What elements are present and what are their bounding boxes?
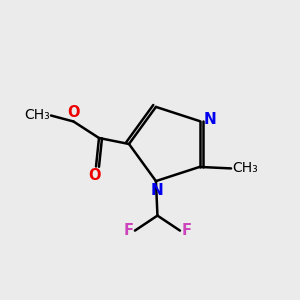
Text: N: N	[204, 112, 217, 127]
Text: F: F	[182, 223, 191, 238]
Text: CH₃: CH₃	[232, 161, 258, 176]
Text: F: F	[123, 223, 134, 238]
Text: CH₃: CH₃	[24, 109, 50, 122]
Text: N: N	[151, 184, 164, 199]
Text: O: O	[67, 105, 80, 120]
Text: O: O	[88, 168, 101, 183]
